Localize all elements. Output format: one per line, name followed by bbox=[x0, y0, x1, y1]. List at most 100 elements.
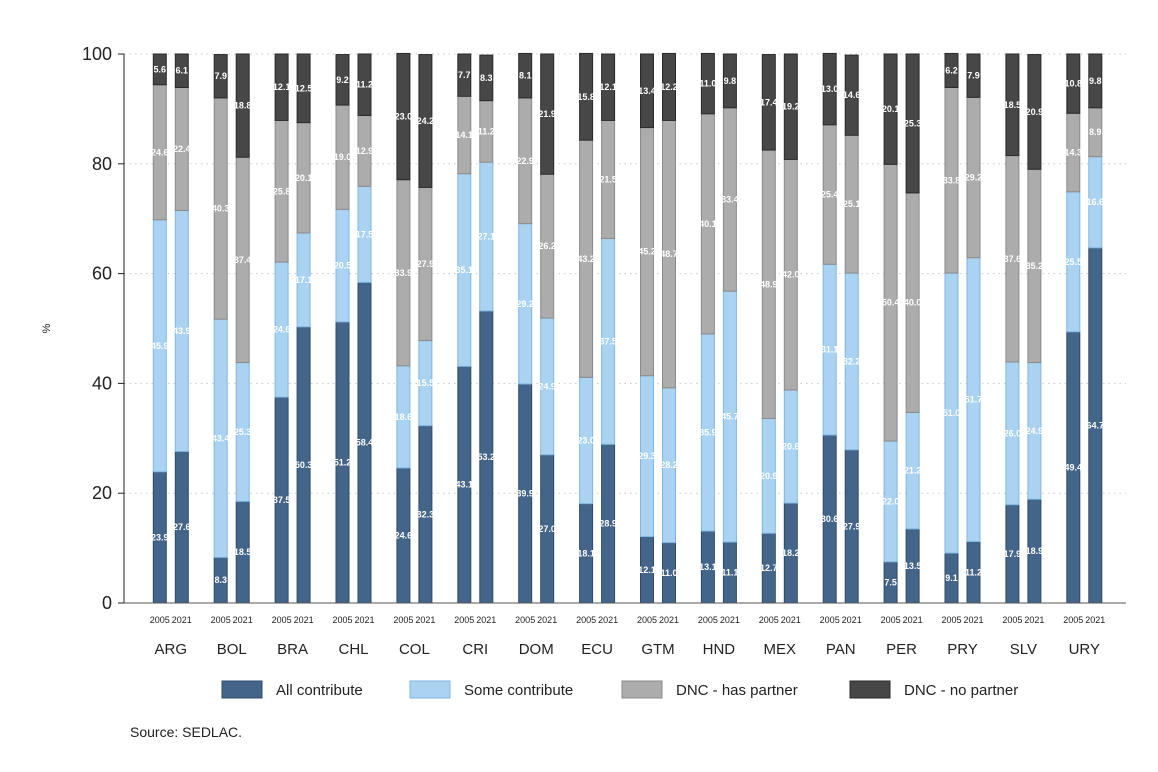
x-country-label: ARG bbox=[155, 641, 188, 658]
bar-dom-2005-s4 bbox=[518, 52, 533, 99]
data-label: 18.1 bbox=[577, 548, 595, 558]
data-label: 48.9 bbox=[760, 279, 778, 289]
x-year-label: 2021 bbox=[781, 615, 801, 625]
data-label: 13.1 bbox=[699, 562, 717, 572]
data-label: 32.3 bbox=[417, 509, 435, 519]
data-label: 42.0 bbox=[782, 270, 800, 280]
data-label: 45.2 bbox=[638, 247, 656, 257]
y-axis-label: % bbox=[41, 323, 53, 333]
data-label: 23.9 bbox=[151, 532, 169, 542]
bar-pry-2005-s4 bbox=[944, 52, 959, 88]
data-label: 12.7 bbox=[760, 563, 778, 573]
bar-per-2021-s4 bbox=[905, 53, 920, 194]
data-label: 27.6 bbox=[173, 522, 191, 532]
data-label: 8.9 bbox=[1089, 127, 1102, 137]
data-label: 12.1 bbox=[599, 82, 617, 92]
data-label: 33.8 bbox=[943, 175, 961, 185]
data-label: 45.9 bbox=[151, 341, 169, 351]
x-year-label: 2005 bbox=[393, 615, 413, 625]
data-label: 21.2 bbox=[904, 466, 922, 476]
data-label: 13.5 bbox=[904, 561, 922, 571]
data-label: 37.5 bbox=[273, 495, 291, 505]
data-label: 18.8 bbox=[234, 101, 252, 111]
data-label: 22.9 bbox=[516, 156, 534, 166]
x-year-label: 2005 bbox=[698, 615, 718, 625]
x-year-label: 2021 bbox=[1024, 615, 1044, 625]
bar-ecu-2021-s4 bbox=[601, 53, 616, 121]
bar-slv-2021-s4 bbox=[1027, 54, 1042, 170]
data-label: 43.9 bbox=[173, 326, 191, 336]
bar-bra-2005-s4 bbox=[274, 53, 289, 121]
data-label: 10.8 bbox=[1065, 79, 1083, 89]
x-country-label: PER bbox=[886, 641, 917, 658]
data-label: 29.3 bbox=[638, 451, 656, 461]
bar-bra-2021-s4 bbox=[296, 53, 311, 124]
x-year-label: 2021 bbox=[233, 615, 253, 625]
bar-mex-2021-s4 bbox=[783, 53, 798, 160]
data-label: 11.2 bbox=[478, 126, 495, 136]
bar-gtm-2005-s4 bbox=[640, 53, 654, 129]
data-label: 21.9 bbox=[538, 109, 556, 119]
bar-cri-2021-s4 bbox=[479, 54, 494, 102]
data-label: 11.0 bbox=[660, 568, 677, 578]
legend-label: DNC - has partner bbox=[676, 682, 798, 699]
data-label: 9.8 bbox=[1089, 76, 1102, 86]
y-axis: 0 20 40 60 80 100 bbox=[82, 44, 125, 613]
data-label: 24.9 bbox=[1026, 426, 1044, 436]
x-country-label: BRA bbox=[277, 641, 308, 658]
data-label: 35.2 bbox=[1026, 261, 1044, 271]
x-country-label: MEX bbox=[764, 641, 797, 658]
data-label: 25.3 bbox=[904, 118, 922, 128]
data-label: 6.2 bbox=[945, 65, 958, 75]
data-label: 15.5 bbox=[417, 378, 435, 388]
y-tick-label: 20 bbox=[92, 483, 112, 503]
legend-swatch bbox=[849, 680, 891, 699]
x-year-label: 2005 bbox=[454, 615, 474, 625]
x-year-label: 2021 bbox=[415, 615, 435, 625]
legend-swatch bbox=[221, 680, 263, 699]
data-label: 17.5 bbox=[356, 229, 374, 239]
x-year-label: 2021 bbox=[598, 615, 618, 625]
x-year-label: 2005 bbox=[759, 615, 779, 625]
x-year-label: 2021 bbox=[537, 615, 557, 625]
data-label: 25.5 bbox=[1065, 257, 1083, 267]
x-year-label: 2021 bbox=[1085, 615, 1105, 625]
x-country-label: PAN bbox=[826, 641, 856, 658]
data-label: 21.5 bbox=[599, 174, 617, 184]
data-label: 26.2 bbox=[538, 241, 556, 251]
data-label: 33.9 bbox=[395, 268, 413, 278]
data-label: 37.4 bbox=[234, 255, 252, 265]
x-year-label: 2005 bbox=[637, 615, 657, 625]
data-label: 24.6 bbox=[395, 530, 413, 540]
data-label: 18.9 bbox=[1026, 546, 1044, 556]
data-label: 8.3 bbox=[214, 575, 227, 585]
data-label: 50.3 bbox=[295, 460, 313, 470]
data-label: 13.4 bbox=[638, 86, 656, 96]
data-label: 20.9 bbox=[760, 471, 778, 481]
x-year-label: 2005 bbox=[941, 615, 961, 625]
data-label: 30.6 bbox=[821, 514, 839, 524]
data-label: 14.1 bbox=[456, 130, 474, 140]
data-label: 20.9 bbox=[1026, 107, 1044, 117]
bar-slv-2005-s4 bbox=[1005, 53, 1020, 157]
x-year-label: 2021 bbox=[476, 615, 496, 625]
x-country-label: CRI bbox=[462, 641, 488, 658]
bar-chl-2021-s4 bbox=[357, 53, 372, 116]
legend-swatch bbox=[409, 680, 451, 699]
data-label: 31.1 bbox=[821, 345, 839, 355]
data-label: 19.0 bbox=[334, 152, 352, 162]
bar-ecu-2005-s4 bbox=[579, 52, 594, 141]
x-country-label: GTM bbox=[641, 641, 674, 658]
data-label: 25.1 bbox=[843, 199, 861, 209]
data-label: 17.1 bbox=[295, 275, 313, 285]
data-label: 13.0 bbox=[821, 84, 839, 94]
x-year-label: 2005 bbox=[1063, 615, 1083, 625]
data-label: 12.1 bbox=[638, 565, 656, 575]
x-country-label: ECU bbox=[581, 641, 613, 658]
bar-ury-2021-s4 bbox=[1088, 53, 1103, 109]
data-label: 19.2 bbox=[782, 102, 800, 112]
bar-arg-2005-s4 bbox=[152, 53, 167, 86]
data-label: 58.4 bbox=[356, 438, 374, 448]
x-year-label: 2021 bbox=[659, 615, 679, 625]
